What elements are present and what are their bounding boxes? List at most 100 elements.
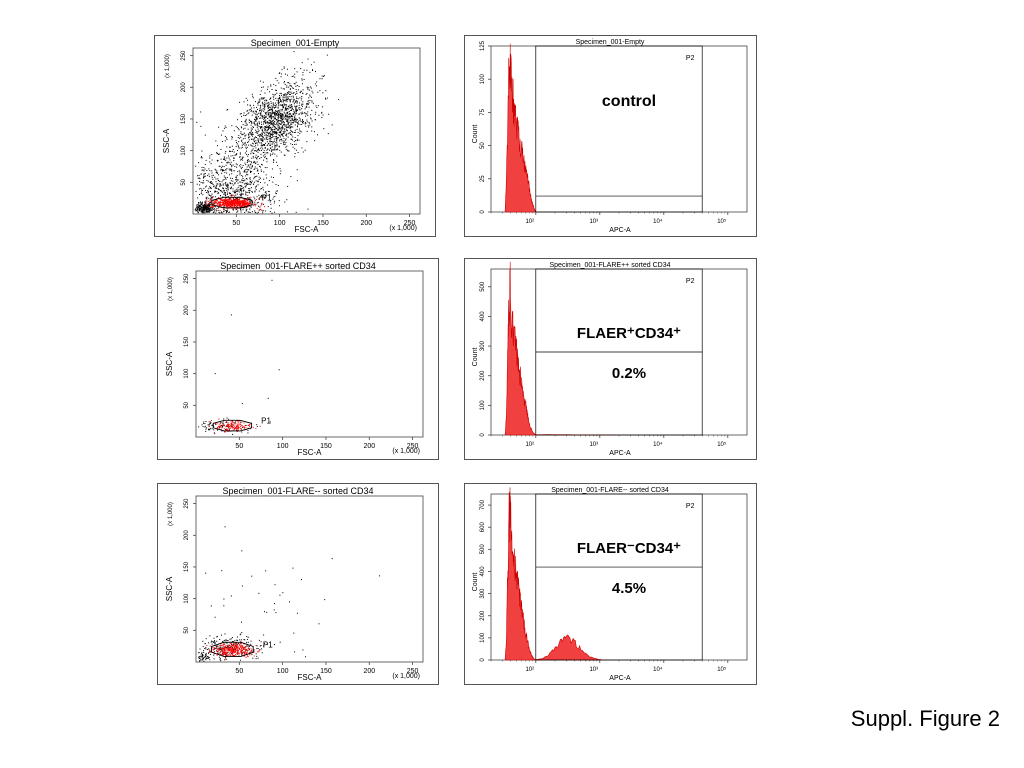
- event-dot: [216, 635, 218, 637]
- event-dot: [211, 643, 213, 645]
- event-dot: [223, 651, 225, 653]
- event-dot: [244, 152, 246, 154]
- event-dot: [236, 197, 238, 199]
- event-dot: [273, 132, 275, 134]
- event-dot: [263, 159, 265, 161]
- event-dot: [204, 206, 206, 208]
- event-dot: [233, 199, 235, 201]
- event-dot: [256, 118, 258, 120]
- event-dot: [258, 592, 260, 594]
- event-dot: [250, 111, 252, 113]
- event-dot: [279, 168, 281, 170]
- event-dot: [274, 147, 276, 149]
- event-dot: [310, 117, 312, 119]
- event-dot: [294, 153, 296, 155]
- event-dot: [249, 104, 251, 106]
- event-dot: [286, 68, 288, 70]
- event-dot: [264, 191, 266, 193]
- event-dot: [308, 126, 310, 128]
- event-dot: [217, 188, 219, 190]
- event-dot: [275, 137, 277, 139]
- event-dot: [207, 192, 209, 194]
- event-dot: [210, 199, 212, 201]
- event-dot: [231, 206, 233, 208]
- event-dot: [222, 422, 224, 424]
- event-dot: [219, 202, 221, 204]
- population-percent: 0.2%: [612, 365, 646, 382]
- event-dot: [283, 144, 285, 146]
- event-dot: [218, 418, 220, 420]
- event-dot: [292, 118, 294, 120]
- event-dot: [258, 639, 260, 641]
- event-dot: [229, 146, 231, 148]
- event-dot: [216, 200, 218, 202]
- event-dot: [242, 200, 244, 202]
- event-dot: [217, 153, 219, 155]
- event-dot: [214, 433, 216, 435]
- event-dot: [227, 199, 229, 201]
- event-dot: [244, 137, 246, 139]
- event-dot: [261, 203, 263, 205]
- event-dot: [218, 656, 220, 658]
- event-dot: [208, 657, 210, 659]
- event-dot: [291, 118, 293, 120]
- event-dot: [287, 136, 289, 138]
- event-dot: [248, 202, 250, 204]
- event-dot: [231, 640, 233, 642]
- event-dot: [222, 649, 224, 651]
- event-dot: [265, 134, 267, 136]
- event-dot: [279, 139, 281, 141]
- event-dot: [315, 71, 317, 73]
- event-dot: [278, 200, 280, 202]
- event-dot: [211, 198, 213, 200]
- event-dot: [222, 425, 224, 427]
- event-dot: [249, 208, 251, 210]
- event-dot: [302, 649, 304, 651]
- event-dot: [290, 93, 292, 95]
- event-dot: [295, 107, 297, 109]
- event-dot: [278, 127, 280, 129]
- event-dot: [276, 111, 278, 113]
- event-dot: [240, 147, 242, 149]
- scatter-panel-flaer-pos: Specimen_001-FLARE++ sorted CD34 50 100 150…: [157, 258, 439, 460]
- event-dot: [310, 87, 312, 89]
- event-dot: [264, 92, 266, 94]
- event-dot: [251, 165, 253, 167]
- event-dot: [249, 105, 251, 107]
- event-dot: [284, 94, 286, 96]
- event-dot: [261, 146, 263, 148]
- plot-frame: [490, 493, 748, 661]
- event-dot: [206, 203, 208, 205]
- event-dot: [315, 85, 317, 87]
- event-dot: [233, 200, 235, 202]
- event-dot: [229, 428, 231, 430]
- event-dot: [219, 426, 221, 428]
- event-dot: [222, 641, 224, 643]
- event-dot: [250, 171, 252, 173]
- event-dot: [220, 634, 222, 636]
- y-tick-label: 300: [480, 588, 486, 599]
- event-dot: [214, 168, 216, 170]
- event-dot: [224, 197, 226, 199]
- event-dot: [246, 123, 248, 125]
- event-dot: [199, 658, 201, 660]
- event-dot: [282, 116, 284, 118]
- event-dot: [242, 190, 244, 192]
- x-tick-label: 10³: [589, 219, 598, 225]
- event-dot: [234, 202, 236, 204]
- event-dot: [201, 189, 203, 191]
- event-dot: [232, 180, 234, 182]
- event-dot: [205, 654, 207, 656]
- event-dot: [274, 114, 276, 116]
- event-dot: [290, 96, 292, 98]
- event-dot: [275, 115, 277, 117]
- event-dot: [261, 149, 263, 151]
- event-dot: [228, 168, 230, 170]
- event-dot: [241, 166, 243, 168]
- x-axis-label: APC-A: [609, 227, 631, 234]
- event-dot: [225, 181, 227, 183]
- event-dot: [325, 98, 327, 100]
- event-dot: [294, 102, 296, 104]
- event-dot: [234, 182, 236, 184]
- event-dot: [202, 646, 204, 648]
